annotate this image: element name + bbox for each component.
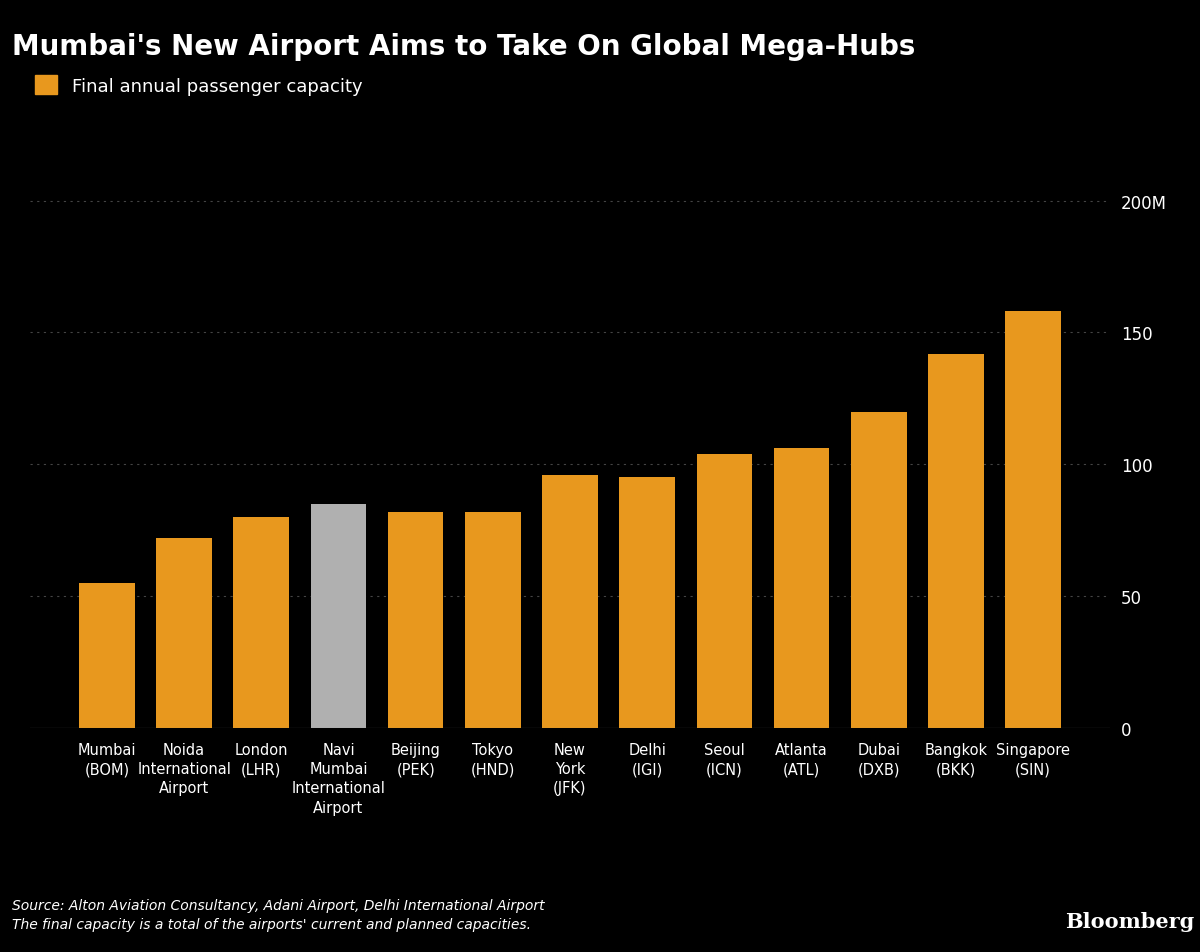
Legend: Final annual passenger capacity: Final annual passenger capacity	[29, 69, 370, 103]
Text: Mumbai's New Airport Aims to Take On Global Mega-Hubs: Mumbai's New Airport Aims to Take On Glo…	[12, 33, 916, 61]
Bar	[388, 512, 444, 728]
Bar	[928, 354, 984, 728]
Bar	[774, 449, 829, 728]
Bar	[542, 475, 598, 728]
Bar	[619, 478, 674, 728]
Bar	[156, 539, 212, 728]
Bar	[466, 512, 521, 728]
Text: Source: Alton Aviation Consultancy, Adani Airport, Delhi International Airport
T: Source: Alton Aviation Consultancy, Adan…	[12, 898, 545, 931]
Bar	[696, 454, 752, 728]
Bar	[79, 584, 134, 728]
Bar	[234, 518, 289, 728]
Text: Bloomberg: Bloomberg	[1064, 911, 1194, 931]
Bar	[851, 412, 906, 728]
Bar	[311, 505, 366, 728]
Bar	[1006, 312, 1061, 728]
